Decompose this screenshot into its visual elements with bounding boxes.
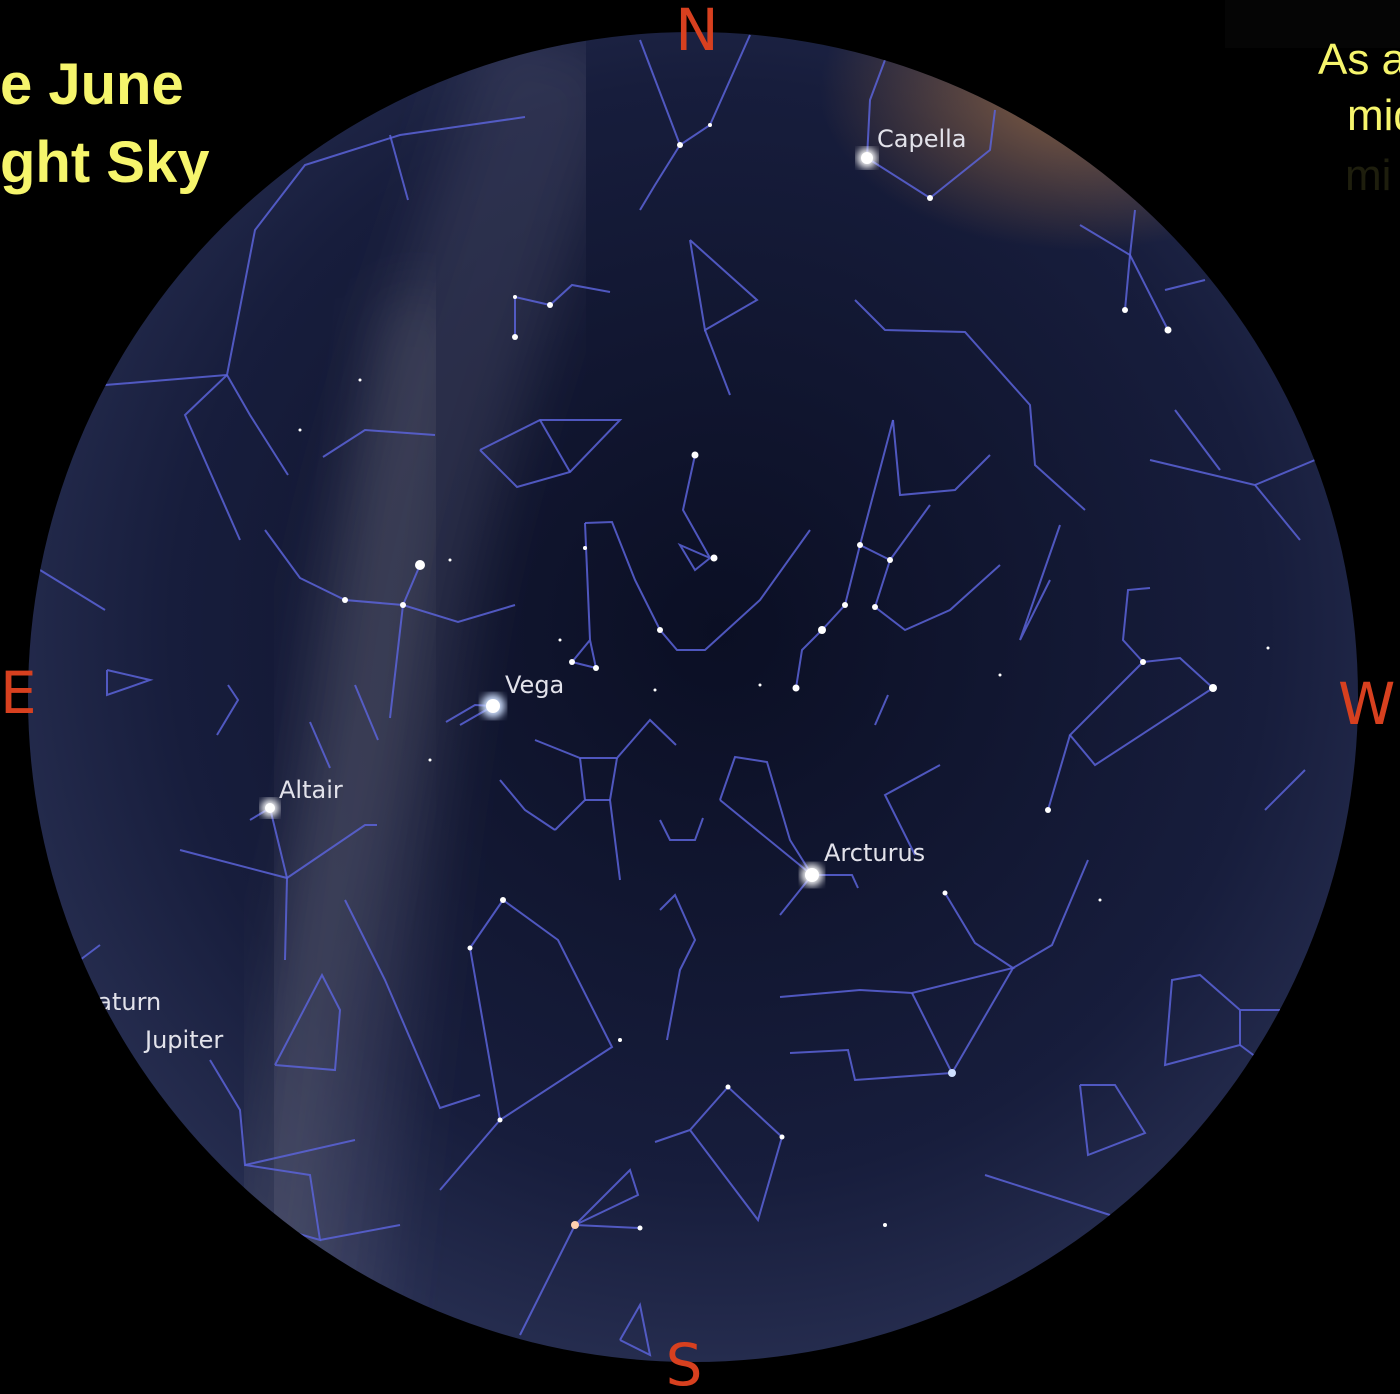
title-line: e June [0,52,184,117]
star-label: Vega [505,671,564,699]
star-label: Altair [279,776,343,804]
sky-map: Capella Vega Altair Arcturus Saturn Jupi… [0,0,1400,1394]
planet-label: Jupiter [143,1026,223,1054]
star-label: Capella [877,125,967,153]
direction-east: E [0,659,37,727]
direction-west: W [1338,670,1395,738]
note-line: As a [1318,35,1400,84]
note-line: mi [1345,151,1391,200]
direction-north: N [675,0,718,64]
note-line: mid [1347,91,1400,140]
page: Capella Vega Altair Arcturus Saturn Jupi… [0,0,1400,1394]
title-line: ght Sky [0,130,210,195]
direction-south: S [666,1331,703,1394]
star-label: Arcturus [824,839,925,867]
